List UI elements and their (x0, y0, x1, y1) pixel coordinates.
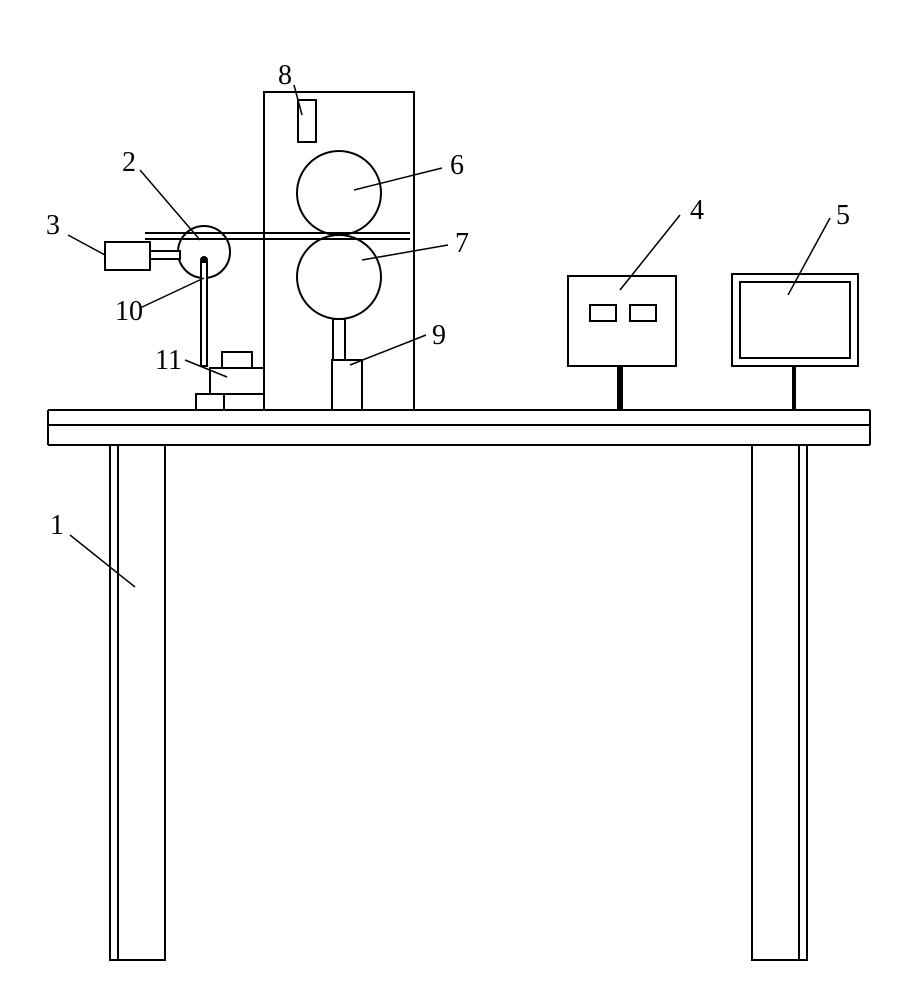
label-10: 10 (115, 296, 143, 328)
label-7: 7 (455, 228, 469, 260)
label-4: 4 (690, 195, 704, 227)
label-1: 1 (50, 510, 64, 542)
label-6: 6 (450, 150, 464, 182)
label-8: 8 (278, 60, 292, 92)
label-9: 9 (432, 320, 446, 352)
label-3: 3 (46, 210, 60, 242)
label-2: 2 (122, 147, 136, 179)
label-5: 5 (836, 200, 850, 232)
label-11: 11 (155, 345, 182, 377)
